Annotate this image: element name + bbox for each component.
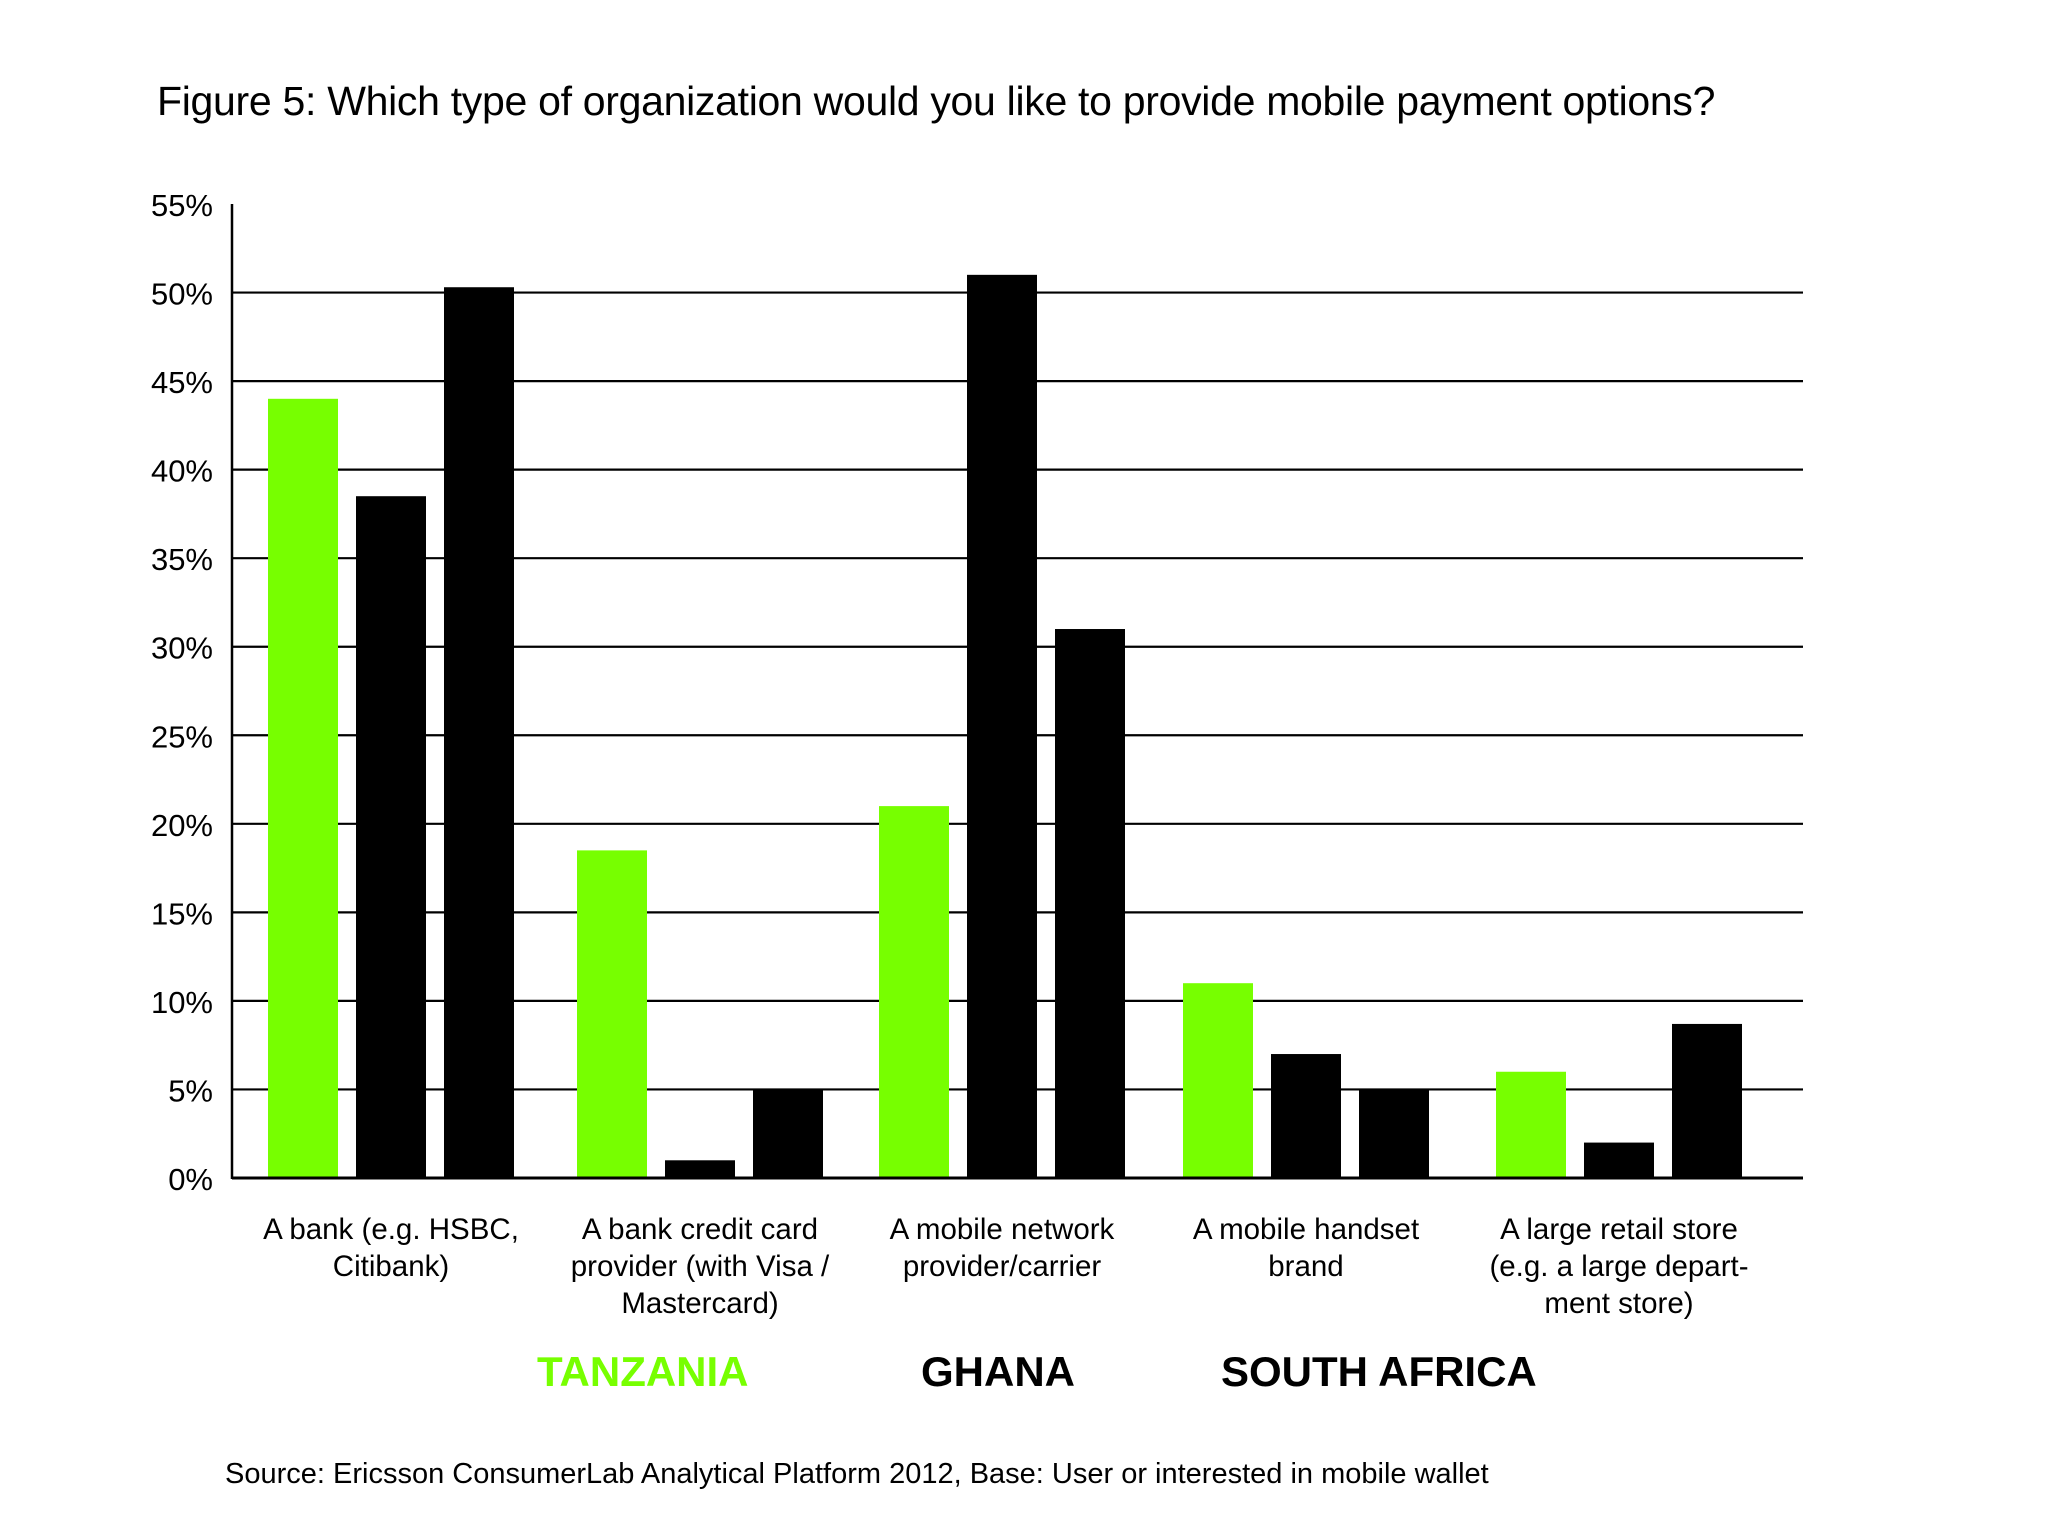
y-tick-labels: 0% 5% 10% 15% 20% 25% 30% 35% 40% 45% 50% 55% (151, 188, 213, 1197)
x-category-label: brand (1268, 1250, 1343, 1283)
y-tick-label: 15% (151, 896, 213, 931)
bar-tanzania (268, 398, 338, 1178)
chart-title: Figure 5: Which type of organization wou… (157, 78, 1716, 124)
bar-ghana (665, 1160, 735, 1178)
x-category-labels: A bank (e.g. HSBC, Citibank) A bank credit… (263, 1213, 1748, 1320)
x-category-label: A mobile network (890, 1213, 1115, 1246)
bar-south-africa (1359, 1089, 1429, 1178)
bar-tanzania (1183, 983, 1253, 1178)
x-category-label: A mobile handset (1193, 1213, 1419, 1246)
bar-ghana (1271, 1054, 1341, 1178)
bar-tanzania (1496, 1071, 1566, 1178)
y-tick-label: 10% (151, 985, 213, 1020)
x-category-label: A bank credit card (582, 1213, 818, 1246)
y-tick-label: 45% (151, 365, 213, 400)
legend-ghana: GHANA (921, 1348, 1075, 1395)
x-category-label: provider/carrier (903, 1250, 1102, 1283)
y-tick-label: 20% (151, 808, 213, 843)
source-note: Source: Ericsson ConsumerLab Analytical … (225, 1458, 1489, 1490)
y-tick-label: 40% (151, 454, 213, 489)
bar-tanzania (879, 806, 949, 1178)
x-category-label: Citibank) (333, 1250, 449, 1283)
legend-tanzania: TANZANIA (537, 1348, 749, 1395)
bar-ghana (1584, 1142, 1654, 1178)
bar-south-africa (1055, 629, 1125, 1178)
x-category-label: A bank (e.g. HSBC, (263, 1213, 519, 1246)
y-tick-label: 0% (168, 1162, 213, 1197)
bars (268, 274, 1742, 1178)
bar-ghana (967, 274, 1037, 1178)
x-category-label: A large retail store (1500, 1213, 1738, 1246)
legend-south-africa: SOUTH AFRICA (1221, 1348, 1537, 1395)
x-category-label: (e.g. a large depart- (1489, 1250, 1748, 1283)
bar-south-africa (753, 1089, 823, 1178)
bar-ghana (356, 496, 426, 1178)
axes (230, 204, 1803, 1180)
bar-south-africa (444, 287, 514, 1178)
x-category-label: ment store) (1544, 1287, 1693, 1320)
bar-south-africa (1672, 1023, 1742, 1178)
x-category-label: provider (with Visa / (571, 1250, 830, 1283)
y-tick-label: 5% (168, 1073, 213, 1108)
y-tick-label: 35% (151, 542, 213, 577)
bar-tanzania (577, 850, 647, 1178)
y-tick-label: 50% (151, 277, 213, 312)
y-tick-label: 30% (151, 631, 213, 666)
y-tick-label: 25% (151, 719, 213, 754)
y-tick-label: 55% (151, 188, 213, 223)
x-category-label: Mastercard) (621, 1287, 778, 1320)
